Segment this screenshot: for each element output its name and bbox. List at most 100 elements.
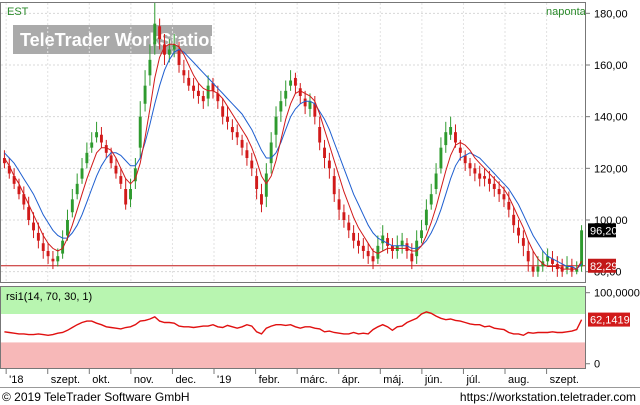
candle: [264, 163, 268, 208]
candle-body: [85, 152, 89, 164]
candle-body: [327, 160, 331, 169]
candle: [90, 132, 94, 153]
candle-body: [235, 132, 239, 138]
rsi-last-badge: 62,1419: [588, 312, 630, 327]
candle: [167, 39, 171, 63]
rsi-series: [4, 311, 583, 337]
candle-body: [75, 183, 79, 195]
candle-body: [293, 77, 297, 86]
copyright-text: © 2019 TeleTrader Software GmbH: [2, 390, 190, 404]
candle: [32, 212, 35, 239]
time-tick-label: febr.: [259, 374, 280, 386]
candle-body: [211, 83, 215, 91]
candle-body: [303, 98, 307, 107]
candle: [17, 178, 21, 200]
candle-body: [17, 186, 21, 195]
candle: [483, 168, 487, 187]
rsi-tick-label: 100,0000: [594, 288, 640, 300]
candle-body: [536, 266, 540, 272]
time-tick-label: júl.: [465, 374, 480, 386]
support-badge: 82,29: [588, 258, 618, 273]
moving-average-red: [3, 43, 583, 270]
candle-body: [138, 116, 142, 148]
candle-body: [226, 116, 229, 122]
candle-body: [531, 266, 535, 272]
candle-body: [458, 147, 462, 153]
candle-body: [216, 93, 220, 102]
candle-body: [158, 26, 162, 40]
candle-body: [36, 232, 40, 241]
time-tick-label: szept.: [550, 374, 579, 386]
candle-body: [565, 266, 569, 270]
candle: [429, 183, 433, 210]
candle-body: [95, 132, 99, 138]
candle: [172, 34, 176, 58]
candle: [303, 90, 307, 115]
candle-body: [526, 251, 530, 262]
candle: [458, 139, 462, 161]
candle-body: [487, 178, 491, 184]
candle-body: [80, 168, 84, 179]
candle-body: [478, 173, 482, 179]
candle-body: [56, 256, 60, 262]
candle: [497, 181, 501, 202]
candle-body: [104, 145, 108, 153]
candle-body: [177, 49, 181, 65]
time-axis-strip: [0, 369, 640, 387]
candle-body: [90, 142, 94, 148]
candle: [468, 158, 472, 177]
candle: [327, 152, 331, 179]
grid: [1, 3, 585, 282]
candle: [114, 158, 118, 179]
candle: [61, 230, 65, 259]
candle: [51, 251, 55, 270]
candle-body: [410, 253, 414, 262]
time-tick-label: '18: [9, 374, 23, 386]
candle-body: [61, 240, 65, 254]
candle-body: [517, 227, 520, 236]
candle: [531, 251, 535, 277]
candle-body: [153, 23, 157, 45]
candle-body: [167, 49, 171, 55]
candle: [444, 121, 448, 153]
candle: [75, 173, 79, 200]
source-url[interactable]: https://workstation.teletrader.com: [460, 390, 636, 404]
moving-average-blue: [4, 48, 582, 270]
candle: [487, 170, 491, 192]
candle: [439, 137, 443, 174]
candle: [22, 186, 26, 210]
candle: [255, 168, 259, 200]
candle: [163, 34, 166, 65]
candle-body: [332, 176, 336, 195]
candle-body: [187, 77, 191, 86]
candle: [240, 134, 244, 156]
candle: [153, 3, 157, 55]
candle-body: [196, 90, 200, 96]
candle-body: [172, 44, 176, 50]
candle: [546, 248, 550, 267]
candle: [565, 256, 569, 275]
rsi-axis: 100,0000 0: [585, 288, 640, 371]
candle-body: [109, 155, 113, 164]
candle-body: [366, 251, 370, 257]
support-price-label: 82,29: [590, 261, 618, 273]
time-axis: '18 szept. okt. nov. dec. '19 febr. márc. ápr. má…: [5, 369, 579, 386]
symbol-label: EST: [7, 6, 29, 18]
rsi-label: rsi1(14, 70, 30, 1): [6, 291, 92, 303]
candle-body: [502, 194, 506, 200]
candle-body: [264, 173, 268, 197]
candle: [216, 85, 220, 109]
candle: [99, 127, 103, 148]
candle-body: [371, 256, 375, 262]
candle-body: [298, 88, 302, 96]
interval-label: naponta: [546, 6, 587, 18]
candle: [196, 83, 200, 104]
candle-body: [12, 176, 16, 184]
candle: [201, 90, 205, 109]
candle: [463, 150, 467, 171]
candle-body: [27, 207, 31, 220]
time-tick-label: ápr.: [342, 374, 360, 386]
candle: [95, 121, 99, 143]
candle: [371, 248, 375, 270]
